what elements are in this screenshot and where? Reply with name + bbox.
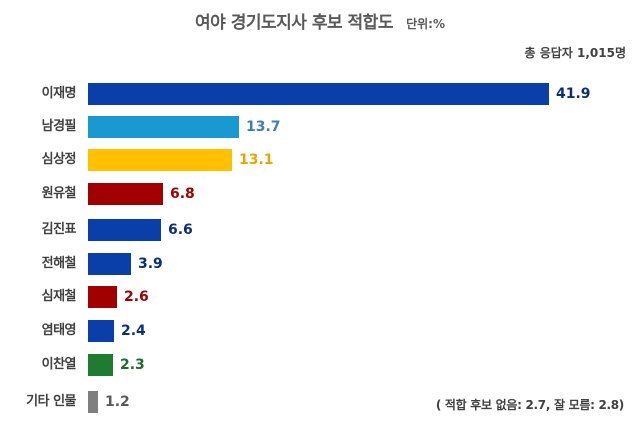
value-label: 41.9 [556,86,591,102]
value-label: 2.6 [124,289,149,305]
bar [88,149,232,171]
value-label: 6.6 [168,222,193,238]
value-label: 13.1 [239,152,274,168]
category-label: 남경필 [41,119,77,134]
chart-title: 여야 경기도지사 후보 적합도 단위:% [0,8,640,33]
bar [88,183,163,205]
bar [88,391,98,413]
value-label: 2.4 [121,323,146,339]
footnote: ( 적합 후보 없음: 2.7, 잘 모름: 2.8) [435,398,624,412]
bar-row: 전해철 3.9 [0,253,640,275]
value-label: 13.7 [246,119,281,135]
value-label: 2.3 [120,357,145,373]
bar-row: 이찬열 2.3 [0,354,640,376]
bar-row: 남경필 13.7 [0,116,640,138]
bar-row: 심상정 13.1 [0,149,640,171]
category-label: 염태영 [41,323,77,338]
bar-row: 염태영 2.4 [0,320,640,342]
bar [88,219,161,241]
bar-row: 심재철 2.6 [0,286,640,308]
category-label: 김진표 [41,222,77,237]
value-label: 1.2 [105,394,130,410]
bar [88,116,239,138]
category-label: 원유철 [41,186,77,201]
unit-label: 단위:% [406,17,445,31]
title-text: 여야 경기도지사 후보 적합도 [195,13,393,33]
bar [88,354,113,376]
category-label: 심상정 [41,152,77,167]
category-label: 기타 인물 [26,394,76,409]
category-label: 전해철 [41,256,77,271]
bar [88,286,117,308]
bar-row: 원유철 6.8 [0,183,640,205]
bar [88,83,549,105]
bar-row: 이재명 41.9 [0,83,640,105]
category-label: 이찬열 [41,357,77,372]
value-label: 3.9 [138,256,163,272]
bar-row: 김진표 6.6 [0,219,640,241]
bar [88,320,114,342]
bar [88,253,131,275]
category-label: 심재철 [41,289,77,304]
category-label: 이재명 [41,86,77,101]
value-label: 6.8 [170,186,195,202]
respondents-count: 총 응답자 1,015명 [524,46,626,60]
bar-row: 기타 인물 1.2 [0,391,640,413]
